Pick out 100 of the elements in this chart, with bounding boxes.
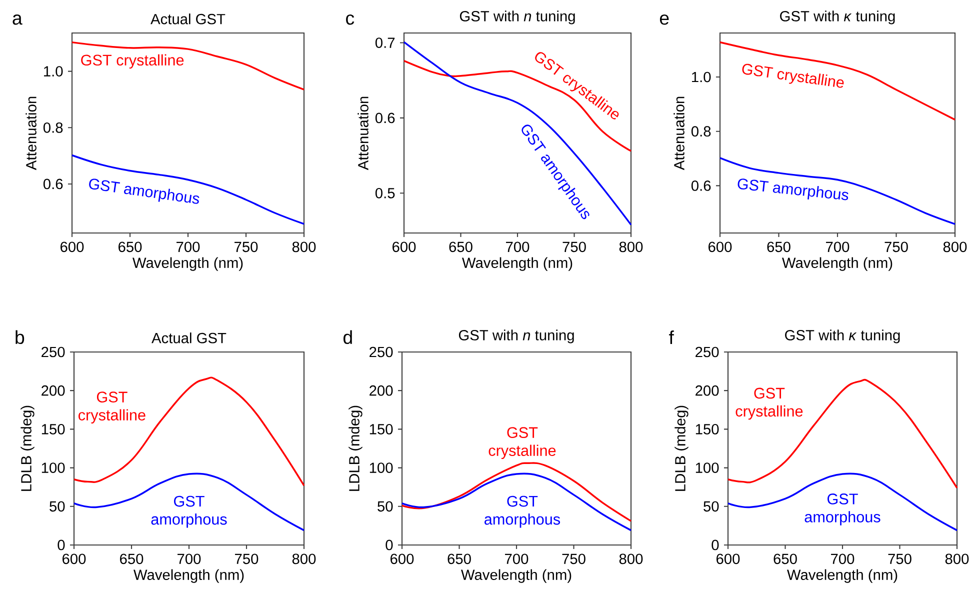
series-label: GST crystalline [736,388,803,420]
x-tick-label: 750 [562,554,586,564]
x-tick-label: 750 [234,242,258,252]
x-tick-label: 650 [449,242,472,252]
y-tick-label: 100 [696,462,719,473]
y-tick-label: 150 [42,424,65,434]
x-tick-label: 600 [60,242,84,252]
text: e [660,14,669,25]
y-tick-label: 1.0 [692,72,711,82]
y-tick-label: 0.6 [691,180,711,191]
text: a [12,14,22,25]
text: GST amorphous [89,178,200,204]
y-tick-label: 200 [370,385,393,396]
y-tick-label: 100 [42,462,65,473]
x-tick-label: 600 [392,242,416,252]
chart-title: GST with n tuning [460,10,575,24]
y-axis-title: LDLB (mdeg) [348,406,362,491]
y-axis-title: LDLB (mdeg) [674,406,688,491]
y-tick-label: 250 [42,346,65,358]
line-series [403,41,632,226]
series-label: GST crystalline [78,392,146,424]
x-tick-label: 700 [176,242,200,252]
x-tick-label: 650 [120,554,144,564]
y-tick-label: 150 [696,424,719,434]
y-tick-label: 50 [704,501,719,512]
line-series [401,472,632,532]
line-series [71,41,305,90]
series-label: GST amorphous [151,496,227,528]
y-tick-label: 0 [386,540,393,550]
x-tick-label: 600 [390,554,414,564]
x-tick-label: 800 [619,242,643,252]
x-tick-label: 650 [774,554,797,564]
x-tick-label: 650 [448,554,471,564]
x-tick-label: 600 [62,554,86,564]
x-axis-title: Wavelength (nm) [782,257,892,271]
text: b [16,330,24,344]
x-tick-label: 750 [884,242,908,252]
chart-title: Actual GST [150,14,226,24]
x-axis-title: Wavelength (nm) [461,569,572,583]
x-axis-title: Wavelength (nm) [134,569,244,583]
text: d [344,330,352,344]
chart-title: Actual GST [152,332,226,344]
x-tick-label: 700 [178,554,201,564]
x-tick-label: 700 [826,242,850,252]
x-tick-label: 700 [831,554,854,564]
y-tick-label: 250 [696,346,719,358]
x-tick-label: 800 [292,242,316,252]
y-axis-title: Attenuation [358,96,368,170]
x-tick-label: 750 [235,554,258,564]
y-tick-label: 0.8 [691,126,711,137]
y-tick-label: 0.6 [43,178,63,190]
chart-title: GST with n tuning [458,330,574,344]
x-tick-label: 700 [506,242,530,252]
y-tick-label: 1.0 [44,66,63,77]
chart-title: GST with κ tuning [780,10,895,24]
text: GST amorphous [738,178,848,200]
x-tick-label: 750 [562,242,586,252]
y-tick-label: 0.5 [375,188,395,198]
series-label: GST amorphous [804,494,880,526]
x-axis-title: Wavelength (nm) [462,257,572,271]
x-tick-label: 650 [118,242,142,252]
x-tick-label: 600 [708,242,732,252]
series-label: GST crystalline [81,54,184,69]
y-tick-label: 0 [58,540,65,550]
y-axis-title: LDLB (mdeg) [20,406,34,491]
y-axis-title: Attenuation [674,96,684,170]
y-tick-label: 0 [712,540,719,550]
y-axis-title: Attenuation [26,96,36,170]
line-series [719,41,956,121]
chart-title: GST with κ tuning [785,330,900,344]
x-tick-label: 600 [716,554,740,564]
line-series [71,154,305,225]
text: f [669,330,674,344]
y-tick-label: 50 [50,501,65,512]
x-tick-label: 800 [943,242,967,252]
x-tick-label: 650 [767,242,790,252]
x-tick-label: 750 [888,554,912,564]
y-tick-label: 200 [42,385,65,396]
series-label: GST crystalline [488,427,556,460]
y-tick-label: 0.8 [43,122,63,133]
series-label: GST amorphous [484,496,560,528]
text: GST crystalline [742,64,844,88]
y-tick-label: 0.7 [375,38,395,48]
line-series [727,472,958,532]
y-tick-label: 150 [370,424,393,434]
x-tick-label: 800 [292,554,316,564]
x-axis-title: Wavelength (nm) [787,569,898,583]
y-tick-label: 100 [370,462,393,473]
y-tick-label: 250 [370,346,393,358]
line-series [73,472,305,532]
x-tick-label: 700 [505,554,528,564]
y-tick-label: 0.6 [375,112,395,124]
y-tick-label: 200 [696,385,719,396]
x-tick-label: 800 [945,554,969,564]
x-axis-title: Wavelength (nm) [132,257,243,271]
x-tick-label: 800 [619,554,643,564]
line-series [727,379,958,489]
text: c [346,14,354,25]
y-tick-label: 50 [378,501,393,512]
line-series [719,157,956,225]
